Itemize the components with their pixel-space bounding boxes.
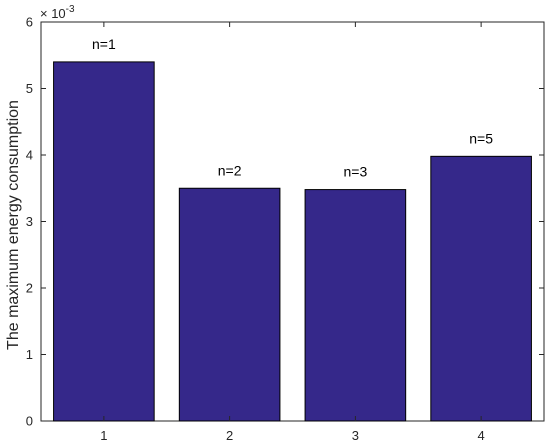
y-axis-exponent-power: -3 [66, 4, 75, 15]
x-tick-label: 3 [352, 428, 359, 443]
y-tick-label: 6 [26, 15, 33, 30]
y-tick-label: 0 [26, 414, 33, 429]
y-tick-label: 4 [26, 148, 33, 163]
y-tick-label: 2 [26, 281, 33, 296]
bar-1 [53, 61, 155, 422]
bar-data-label: n=5 [469, 130, 493, 146]
bars-group [53, 61, 532, 422]
bar-4 [430, 155, 532, 422]
y-tick-label: 3 [26, 214, 33, 229]
bar-data-label: n=3 [344, 164, 368, 180]
x-tick-label: 2 [226, 428, 233, 443]
bar-2 [178, 187, 281, 422]
bar-3 [304, 189, 407, 422]
y-axis-label: The maximum energy consumption [5, 100, 22, 350]
bar-data-label: n=1 [92, 36, 116, 52]
y-axis-exponent-base: × 10 [40, 6, 66, 21]
y-tick-label: 5 [26, 81, 33, 96]
y-axis-ticks: 0 1 2 3 4 5 6 [26, 15, 544, 429]
y-axis-exponent: × 10-3 [40, 4, 75, 21]
y-tick-label: 1 [26, 347, 33, 362]
x-tick-label: 1 [100, 428, 107, 443]
x-tick-label: 4 [478, 428, 485, 443]
bar-labels-group: n=1 n=2 n=3 n=5 [92, 36, 493, 180]
bar-data-label: n=2 [218, 162, 242, 178]
x-axis-ticks: 1 2 3 4 [100, 22, 485, 443]
